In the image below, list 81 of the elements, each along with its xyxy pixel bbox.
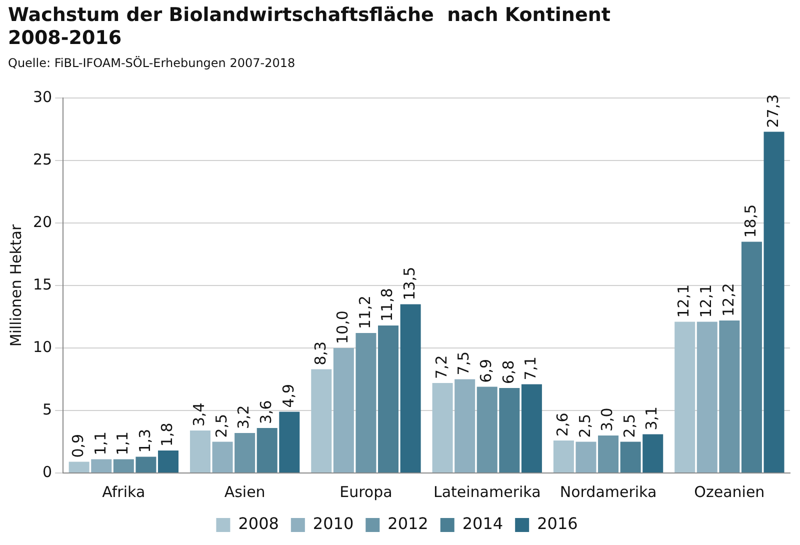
bar [234, 433, 256, 472]
bar [190, 430, 210, 472]
data-label: 7,2 [432, 355, 450, 379]
data-label: 27,3 [764, 94, 782, 128]
bar [521, 384, 542, 472]
data-label: 12,2 [719, 283, 738, 316]
y-tick-label: 0 [42, 462, 52, 481]
bar [741, 242, 762, 472]
source-note: Quelle: FiBL-IFOAM-SÖL-Erhebungen 2007-2018 [8, 56, 296, 70]
data-label: 12,1 [674, 284, 693, 318]
data-label: 1,1 [114, 431, 132, 456]
bar [598, 436, 619, 472]
legend-label: 2008 [238, 514, 279, 534]
y-tick-label: 15 [32, 275, 52, 294]
data-label: 4,9 [279, 384, 298, 408]
chart-title: Wachstum der Biolandwirtschaftsfläche nach Kontinent 2008-2016 [8, 4, 610, 50]
data-label: 2,5 [620, 414, 638, 438]
data-label: 2,5 [212, 414, 230, 438]
data-label: 2,5 [576, 414, 594, 438]
y-axis-title: Millionen Hektar [6, 224, 25, 347]
bar [113, 459, 134, 472]
bar [256, 428, 278, 472]
data-label: 10,0 [334, 310, 352, 344]
data-label: 3,4 [190, 402, 208, 426]
bar [91, 459, 112, 472]
data-label: 0,9 [68, 434, 87, 458]
bar [279, 412, 300, 472]
y-tick-label: 20 [32, 212, 52, 231]
y-tick-label: 30 [32, 88, 52, 106]
bar [719, 320, 740, 472]
data-label: 1,8 [158, 422, 176, 446]
bar [764, 132, 784, 472]
bar [620, 442, 641, 472]
legend-label: 2010 [312, 514, 354, 534]
data-label: 12,1 [697, 284, 716, 318]
data-label: 1,1 [91, 431, 110, 456]
data-label: 6,9 [477, 358, 496, 383]
bar [212, 442, 233, 472]
y-tick-label: 25 [32, 150, 52, 168]
data-label: 7,1 [522, 356, 540, 380]
bar [333, 348, 354, 472]
x-tick-label: Nordamerika [560, 482, 657, 501]
bar [499, 388, 520, 472]
x-tick-label: Asien [224, 482, 266, 501]
y-tick-label: 5 [42, 400, 52, 418]
data-label: 6,8 [499, 360, 518, 384]
bar [553, 440, 574, 472]
bar [136, 456, 156, 472]
data-label: 8,3 [311, 341, 330, 366]
data-label: 11,2 [356, 296, 374, 329]
data-label: 1,3 [136, 428, 154, 453]
data-label: 2,6 [554, 412, 572, 436]
data-label: 3,0 [598, 408, 616, 432]
bar [642, 434, 664, 472]
legend-label: 2014 [462, 514, 504, 534]
bar [454, 379, 476, 472]
bar [432, 383, 453, 472]
bar [378, 326, 399, 472]
y-tick-label: 10 [32, 338, 52, 356]
data-label: 18,5 [742, 204, 760, 238]
x-tick-label: Lateinamerika [433, 482, 541, 501]
data-label: 11,8 [378, 288, 396, 322]
bar [68, 462, 90, 472]
bar [311, 369, 332, 472]
bar [476, 386, 498, 472]
bar [674, 322, 696, 472]
legend-label: 2012 [388, 514, 428, 534]
data-label: 7,5 [454, 351, 473, 376]
x-tick-label: Europa [340, 482, 392, 501]
bar [576, 442, 596, 472]
x-tick-label: Afrika [102, 482, 146, 501]
bar [158, 450, 178, 472]
data-label: 3,1 [642, 406, 661, 430]
data-label: 3,6 [257, 400, 275, 424]
bar [696, 322, 718, 472]
bar [356, 333, 376, 472]
bar [400, 304, 421, 472]
data-label: 13,5 [400, 266, 418, 300]
legend-label: 2016 [537, 514, 578, 534]
data-label: 3,2 [234, 405, 253, 429]
x-tick-label: Ozeanien [694, 482, 765, 501]
